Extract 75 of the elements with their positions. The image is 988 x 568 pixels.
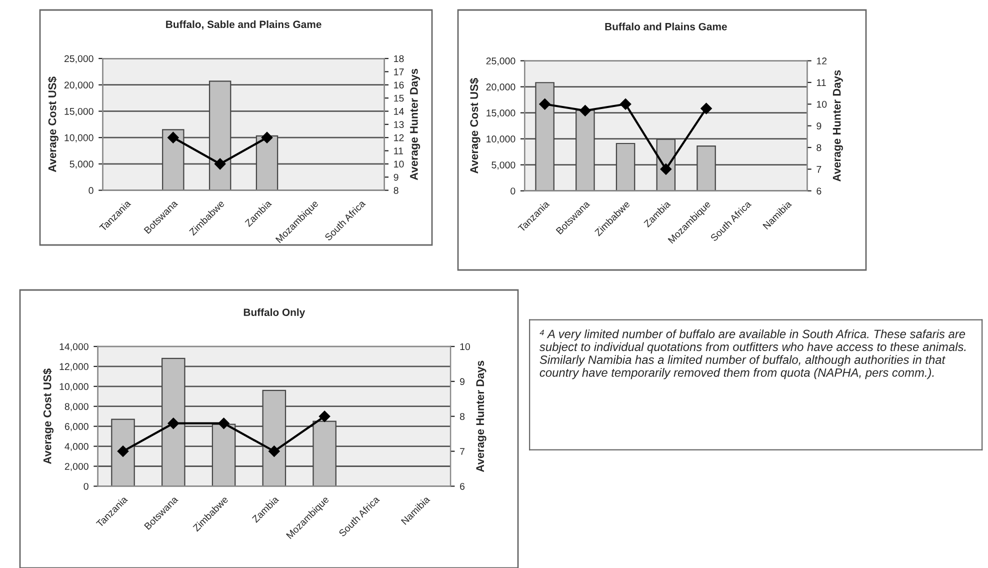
bar bbox=[262, 390, 286, 486]
y-tick-label: 10,000 bbox=[64, 134, 94, 142]
y-axis-title: Average Cost US$ bbox=[48, 76, 58, 172]
y2-tick-label: 7 bbox=[460, 448, 464, 455]
y2-tick-label: 12 bbox=[394, 134, 404, 142]
y2-tick-label: 10 bbox=[460, 343, 470, 350]
y-axis-title: Average Cost US$ bbox=[470, 78, 480, 174]
y-tick-label: 0 bbox=[88, 187, 94, 194]
y-tick-label: 0 bbox=[84, 482, 88, 490]
bar bbox=[162, 129, 184, 190]
y2-tick-label: 9 bbox=[394, 174, 398, 181]
point bbox=[168, 418, 179, 429]
y-tick-label: 4,000 bbox=[64, 443, 88, 452]
chart-title: Buffalo Only bbox=[244, 308, 306, 318]
chart-title: Buffalo and Plains Game bbox=[605, 22, 727, 30]
y-tick-label: 0 bbox=[510, 188, 516, 194]
bar bbox=[208, 80, 232, 190]
point bbox=[580, 105, 591, 116]
point bbox=[218, 418, 230, 429]
y2-tick-label: 18 bbox=[394, 55, 404, 62]
bar bbox=[212, 424, 236, 486]
text: ⁴ A very limited number of buffalo are available in South Africa. These safaris are subject to individual quotations from outfitters who have access to these animals. Similarly Namibia has a limited number of buffalo, although authorities in that country have temporarily removed them from quota (NAPHA, pers comm.). bbox=[539, 329, 966, 380]
y2-axis-title: Average Hunter Days bbox=[410, 68, 420, 180]
y2-tick-label: 9 bbox=[460, 378, 464, 386]
y2-tick-label: 11 bbox=[394, 148, 403, 154]
bar bbox=[616, 142, 636, 191]
y2-axis-title: Average Hunter Days bbox=[476, 360, 486, 472]
bar bbox=[162, 358, 186, 486]
y2-tick-label: 14 bbox=[394, 108, 404, 115]
y-tick-label: 10,000 bbox=[60, 383, 88, 392]
y2-tick-label: 9 bbox=[816, 122, 822, 130]
y-tick-label: 12,000 bbox=[60, 363, 88, 372]
y-tick-label: 2,000 bbox=[64, 462, 88, 472]
y2-tick-label: 8 bbox=[394, 187, 398, 194]
y2-tick-label: 6 bbox=[816, 188, 822, 194]
y2-tick-label: 13 bbox=[394, 121, 404, 128]
y2-tick-label: 17 bbox=[394, 68, 404, 76]
y2-tick-label: 10 bbox=[816, 100, 827, 108]
point bbox=[539, 98, 550, 110]
y2-tick-label: 12 bbox=[816, 58, 827, 64]
bar bbox=[111, 418, 135, 486]
y2-tick-label: 8 bbox=[816, 144, 822, 152]
bar bbox=[576, 110, 595, 191]
point bbox=[700, 102, 712, 114]
y2-tick-label: 11 bbox=[816, 79, 826, 86]
y-axis-title: Average Cost US$ bbox=[42, 368, 54, 464]
y2-tick-label: 16 bbox=[394, 82, 404, 88]
y-tick-label: 14,000 bbox=[60, 343, 88, 352]
y2-tick-label: 15 bbox=[394, 94, 404, 102]
y-tick-label: 15,000 bbox=[486, 110, 516, 118]
y2-tick-label: 10 bbox=[394, 160, 404, 168]
point bbox=[117, 446, 129, 457]
y2-tick-label: 8 bbox=[460, 413, 465, 420]
point bbox=[620, 98, 632, 110]
y-tick-label: 5,000 bbox=[70, 160, 94, 169]
bar bbox=[535, 82, 554, 191]
bar bbox=[696, 146, 716, 191]
y-tick-label: 15,000 bbox=[64, 108, 94, 116]
point bbox=[660, 164, 672, 175]
y-tick-label: 25,000 bbox=[64, 55, 94, 64]
y-tick-label: 8,000 bbox=[64, 403, 88, 412]
bar bbox=[256, 135, 278, 190]
point bbox=[268, 446, 280, 457]
y2-axis-title: Average Hunter Days bbox=[832, 70, 843, 182]
y-tick-label: 10,000 bbox=[486, 136, 516, 144]
y-tick-label: 6,000 bbox=[64, 423, 88, 432]
y-tick-label: 25,000 bbox=[486, 58, 516, 66]
y2-tick-label: 7 bbox=[816, 166, 822, 173]
y-tick-label: 20,000 bbox=[486, 84, 516, 92]
y2-tick-label: 6 bbox=[460, 482, 465, 490]
y-tick-label: 5,000 bbox=[492, 162, 516, 170]
point bbox=[318, 410, 330, 422]
bar bbox=[312, 420, 336, 486]
chart-title: Buffalo, Sable and Plains Game bbox=[166, 20, 322, 30]
y-tick-label: 20,000 bbox=[64, 82, 94, 90]
